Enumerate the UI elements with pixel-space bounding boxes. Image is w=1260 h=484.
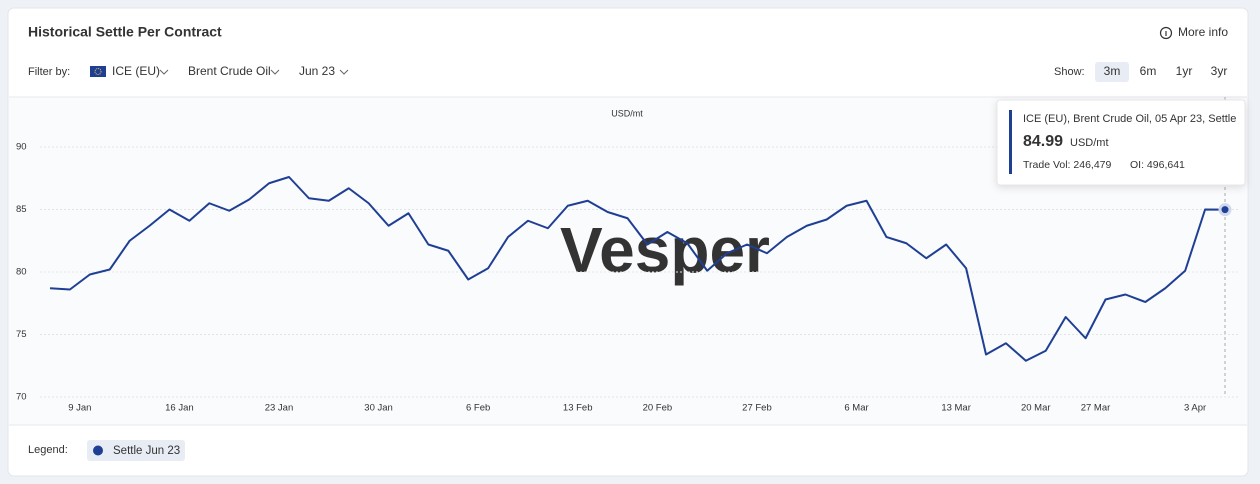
x-tick-label: 23 Jan bbox=[265, 403, 294, 414]
show-label: Show: bbox=[1054, 66, 1085, 78]
chevron bbox=[339, 69, 349, 75]
show-option[interactable]: 3m bbox=[1095, 62, 1129, 82]
show-option[interactable]: 6m bbox=[1140, 64, 1157, 78]
legend-bg bbox=[87, 440, 185, 461]
x-tick-label: 16 Jan bbox=[165, 403, 194, 414]
info-icon bbox=[1159, 26, 1173, 40]
contract-dropdown[interactable]: Jun 23 bbox=[299, 64, 349, 78]
y-tick-label: 80 bbox=[16, 267, 27, 278]
y-axis-unit: USD/mt bbox=[611, 108, 643, 118]
y-tick-label: 85 bbox=[16, 204, 27, 215]
x-tick-label: 6 Mar bbox=[844, 403, 868, 414]
more-info-text: More info bbox=[1178, 25, 1228, 39]
show-option-text: 3yr bbox=[1211, 64, 1228, 78]
x-tick-label: 30 Jan bbox=[364, 403, 393, 414]
exchange-dropdown[interactable]: ICE (EU) bbox=[90, 64, 169, 78]
x-tick-label: 13 Feb bbox=[563, 403, 593, 414]
chevron bbox=[159, 69, 169, 75]
product-dropdown[interactable]: Brent Crude Oil bbox=[188, 64, 280, 78]
legend-item[interactable]: Settle Jun 23 bbox=[87, 440, 185, 461]
x-tick-label: 3 Apr bbox=[1184, 403, 1206, 414]
x-tick-label: 20 Mar bbox=[1021, 403, 1051, 414]
y-tick-label: 70 bbox=[16, 392, 27, 403]
x-tick-label: 20 Feb bbox=[643, 403, 673, 414]
show-option-text: 1yr bbox=[1176, 64, 1193, 78]
contract-text: Jun 23 bbox=[299, 64, 335, 78]
series-line bbox=[49, 176, 1226, 362]
x-tick-label: 27 Mar bbox=[1081, 403, 1111, 414]
legend-text: Settle Jun 23 bbox=[113, 445, 180, 457]
tooltip-box bbox=[996, 99, 1246, 186]
y-tick-label: 75 bbox=[16, 329, 27, 340]
tooltip-volume: Trade Vol: 246,479 bbox=[1023, 159, 1112, 171]
more-info[interactable]: More info bbox=[1159, 25, 1229, 40]
show-option-text: 3m bbox=[1104, 64, 1121, 78]
tooltip-unit: USD/mt bbox=[1070, 137, 1109, 149]
tooltip-title: ICE (EU), Brent Crude Oil, 05 Apr 23, Se… bbox=[1023, 113, 1236, 125]
x-tick-label: 13 Mar bbox=[941, 403, 971, 414]
filter-label: Filter by: bbox=[28, 66, 70, 78]
title: Historical Settle Per Contract bbox=[28, 24, 222, 40]
tooltip-value: 84.99 bbox=[1023, 133, 1063, 150]
product-text: Brent Crude Oil bbox=[188, 64, 271, 78]
selected-bg bbox=[1095, 62, 1129, 82]
eu-stars bbox=[94, 68, 102, 75]
show-options: 3m 6m 1yr 3yr bbox=[1095, 62, 1227, 82]
x-tick-label: 27 Feb bbox=[742, 403, 772, 414]
show-option[interactable]: 3yr bbox=[1211, 64, 1228, 78]
exchange-text: ICE (EU) bbox=[112, 64, 160, 78]
show-option-text: 6m bbox=[1140, 64, 1157, 78]
legend-swatch bbox=[93, 445, 103, 456]
eu-flag bbox=[90, 66, 106, 77]
show-option[interactable]: 1yr bbox=[1176, 64, 1193, 78]
tooltip-oi: OI: 496,641 bbox=[1130, 159, 1185, 171]
watermark: Vesper bbox=[560, 214, 770, 286]
chevron bbox=[270, 69, 280, 75]
y-tick-label: 90 bbox=[16, 142, 27, 153]
legend-label: Legend: bbox=[28, 444, 68, 456]
x-tick-label: 6 Feb bbox=[466, 403, 490, 414]
tooltip-accent bbox=[1009, 110, 1012, 174]
tooltip: ICE (EU), Brent Crude Oil, 05 Apr 23, Se… bbox=[996, 99, 1246, 186]
x-tick-label: 9 Jan bbox=[68, 403, 91, 414]
hover-point bbox=[1218, 203, 1232, 217]
legend: Settle Jun 23 bbox=[87, 440, 185, 461]
